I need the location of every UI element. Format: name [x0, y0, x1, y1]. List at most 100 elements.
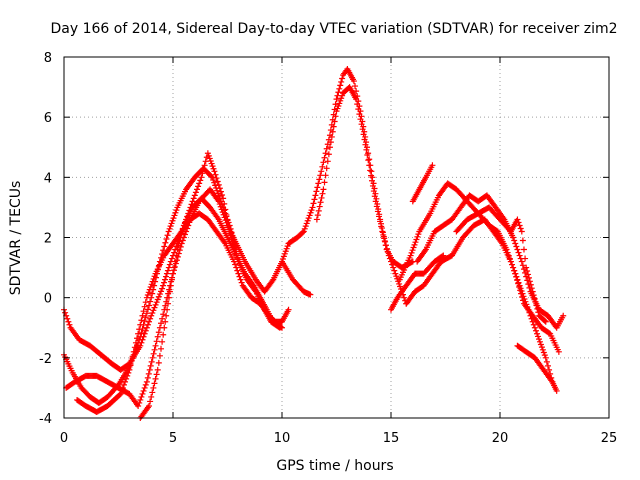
data-point — [517, 285, 524, 292]
data-point — [369, 182, 376, 189]
data-point — [544, 362, 551, 369]
data-point — [158, 288, 165, 295]
data-point — [233, 264, 240, 271]
data-point — [526, 309, 533, 316]
data-point — [413, 236, 420, 243]
data-point — [365, 157, 372, 164]
data-point — [151, 304, 158, 311]
data-point — [179, 226, 186, 233]
data-point — [213, 185, 220, 192]
data-point — [528, 315, 535, 322]
data-point — [128, 357, 135, 364]
data-point — [144, 374, 151, 381]
data-point — [383, 245, 390, 252]
data-point — [285, 306, 292, 313]
data-point — [135, 402, 142, 409]
data-point — [359, 126, 366, 133]
data-point — [534, 305, 541, 312]
data-point — [521, 296, 528, 303]
data-point — [221, 239, 228, 246]
data-point — [326, 144, 333, 151]
data-point — [533, 302, 540, 309]
data-point — [315, 207, 322, 214]
data-point — [161, 243, 168, 250]
data-point — [439, 253, 446, 260]
data-point — [191, 192, 198, 199]
data-point — [168, 255, 175, 262]
data-point — [155, 293, 162, 300]
data-point — [164, 232, 171, 239]
data-point — [141, 330, 148, 337]
data-point — [409, 247, 416, 254]
data-point — [318, 168, 325, 175]
y-tick-label: 2 — [44, 232, 52, 247]
data-point — [144, 291, 151, 298]
data-point — [126, 366, 133, 373]
data-point — [164, 267, 171, 274]
data-point — [516, 252, 523, 259]
data-point — [220, 211, 227, 218]
data-point — [155, 329, 162, 336]
data-point — [149, 389, 156, 396]
data-point — [514, 216, 521, 223]
data-point — [429, 162, 436, 169]
data-point — [138, 317, 145, 324]
series-track-8 — [396, 180, 562, 355]
data-point — [167, 223, 174, 230]
data-point — [153, 338, 160, 345]
data-point — [221, 214, 228, 221]
y-tick-label: -4 — [39, 412, 52, 427]
data-point — [170, 215, 177, 222]
data-point — [129, 353, 136, 360]
data-point — [352, 83, 359, 90]
data-point — [137, 321, 144, 328]
data-point — [300, 228, 307, 235]
data-point — [143, 378, 150, 385]
data-point — [170, 270, 176, 277]
data-point — [166, 288, 173, 295]
data-point — [538, 344, 545, 351]
data-point — [414, 233, 421, 240]
data-point — [136, 399, 143, 406]
data-point — [537, 341, 544, 348]
data-point — [376, 213, 383, 220]
data-point — [316, 203, 323, 210]
data-point — [278, 324, 285, 331]
data-point — [166, 225, 173, 232]
data-point — [155, 359, 162, 366]
data-point — [171, 249, 178, 256]
data-point — [319, 190, 326, 197]
data-point — [168, 276, 175, 283]
data-point — [381, 235, 388, 242]
series-track-14 — [514, 342, 556, 385]
y-axis-label: SDTVAR / TECUs — [8, 181, 24, 296]
data-point — [412, 239, 419, 246]
data-point — [358, 121, 365, 128]
data-point — [516, 282, 523, 289]
data-point — [139, 390, 146, 397]
data-point — [165, 300, 172, 307]
data-point — [147, 283, 154, 290]
data-point — [148, 358, 155, 365]
data-point — [166, 261, 173, 268]
data-point — [314, 184, 321, 191]
data-point — [146, 286, 153, 293]
data-point — [512, 270, 519, 277]
data-point — [120, 381, 127, 388]
data-point — [523, 301, 530, 308]
data-point — [513, 273, 520, 280]
data-point — [385, 252, 392, 259]
data-point — [323, 165, 330, 172]
chart-title: Day 166 of 2014, Sidereal Day-to-day VTE… — [51, 21, 618, 37]
data-point — [65, 318, 72, 325]
data-point — [546, 366, 553, 373]
data-point — [526, 278, 533, 285]
data-point — [524, 304, 531, 311]
data-point — [169, 217, 176, 224]
data-point — [371, 193, 378, 200]
series-track-11 — [409, 162, 436, 205]
data-point — [331, 118, 338, 125]
data-point — [135, 330, 142, 337]
data-point — [321, 179, 328, 186]
x-tick-label: 20 — [492, 431, 509, 446]
